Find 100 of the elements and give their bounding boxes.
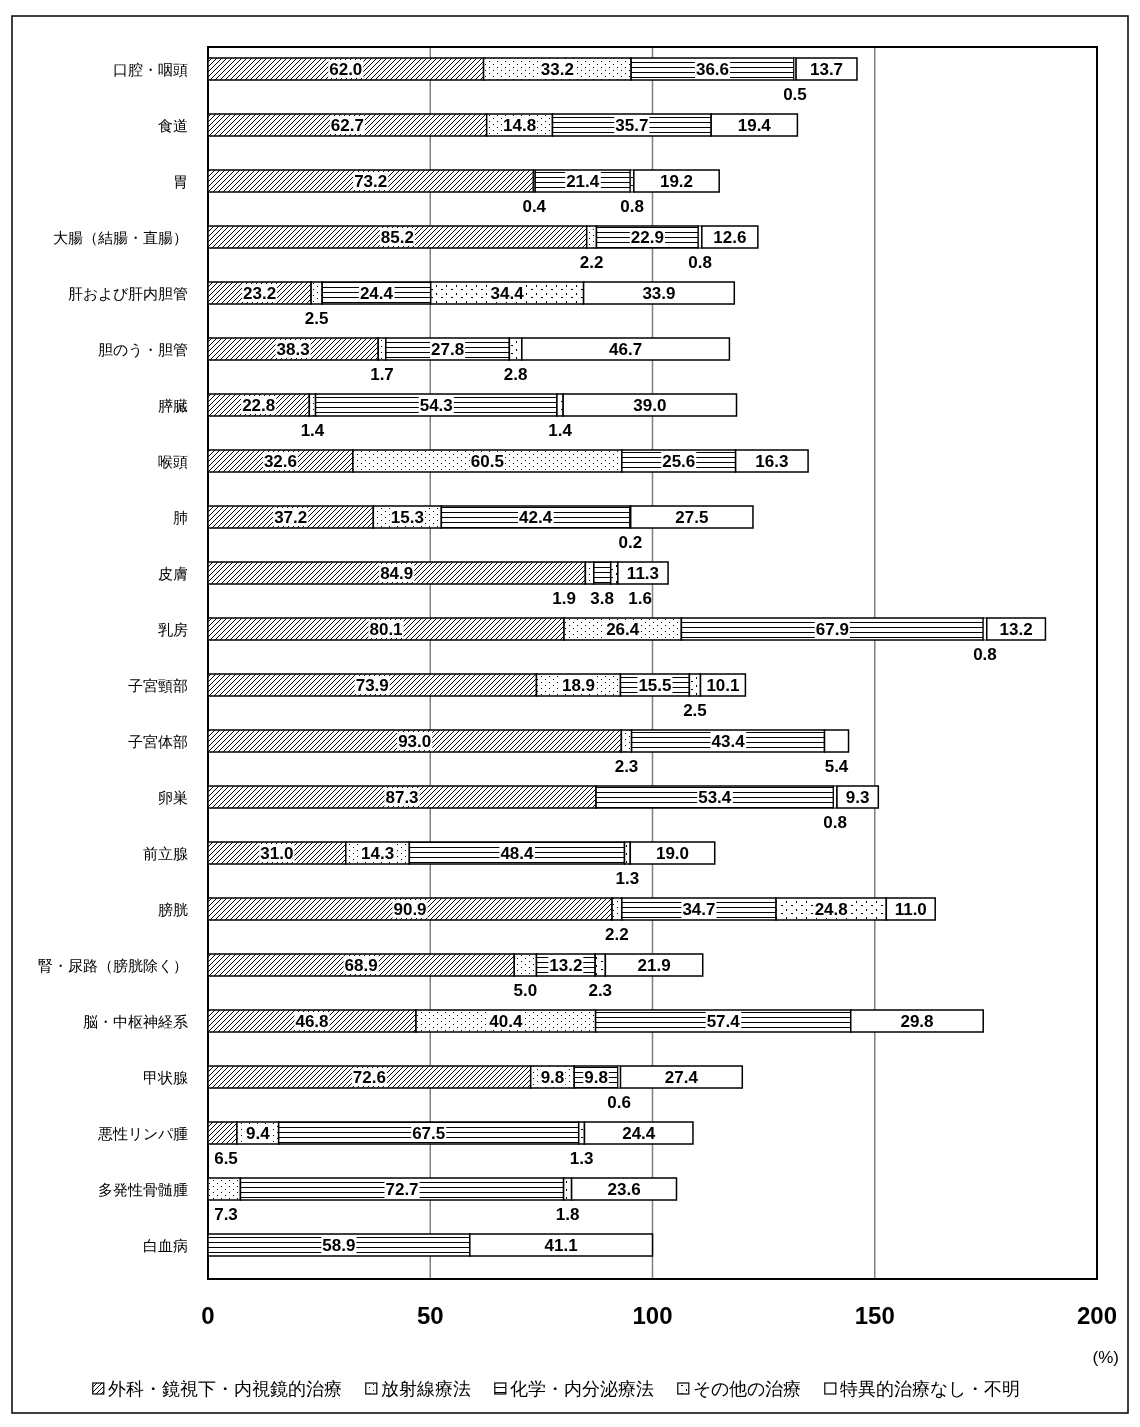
data-label: 26.4 <box>606 620 640 639</box>
data-label: 10.1 <box>706 676 740 695</box>
data-label: 38.3 <box>276 340 310 359</box>
data-label: 24.4 <box>359 284 394 303</box>
data-label: 19.2 <box>659 172 694 191</box>
y-tick-label: 腎・尿路（膀胱除く） <box>38 957 188 974</box>
data-label: 13.2 <box>999 620 1033 639</box>
data-label: 2.3 <box>614 757 639 776</box>
y-tick-label: 膵臓 <box>158 397 188 414</box>
data-label: 0.8 <box>973 645 997 664</box>
data-label: 27.4 <box>664 1068 699 1087</box>
y-tick-label: 喉頭 <box>158 453 188 470</box>
data-label: 25.6 <box>662 452 696 471</box>
data-label: 11.3 <box>626 564 660 583</box>
y-tick-label: 前立腺 <box>143 845 188 862</box>
data-label: 27.8 <box>431 340 465 359</box>
data-label: 2.2 <box>579 253 604 272</box>
data-label: 43.4 <box>711 732 746 751</box>
y-tick-label: 胃 <box>173 173 188 190</box>
data-label: 84.9 <box>380 564 414 583</box>
data-label: 87.3 <box>385 788 419 807</box>
data-label: 31.0 <box>260 844 294 863</box>
data-label: 0.5 <box>783 85 807 104</box>
data-label: 57.4 <box>706 1012 741 1031</box>
y-tick-label: 脳・中枢神経系 <box>83 1013 188 1030</box>
y-tick-label: 白血病 <box>143 1237 188 1254</box>
legend-label: 外科・鏡視下・内視鏡的治療 <box>107 1379 342 1399</box>
data-label: 48.4 <box>500 844 535 863</box>
data-label: 23.6 <box>607 1180 641 1199</box>
data-label: 29.8 <box>900 1012 934 1031</box>
data-label: 13.2 <box>549 956 583 975</box>
data-label: 5.4 <box>824 757 849 776</box>
y-tick-label: 多発性骨髄腫 <box>98 1181 188 1198</box>
data-label: 18.9 <box>561 676 596 695</box>
y-tick-label: 子宮体部 <box>128 733 188 750</box>
data-label: 14.3 <box>361 844 395 863</box>
y-tick-label: 膀胱 <box>158 901 188 918</box>
data-label: 11.0 <box>894 900 927 919</box>
data-label: 35.7 <box>615 116 649 135</box>
data-label: 19.0 <box>655 844 690 863</box>
data-label: 14.8 <box>503 116 537 135</box>
data-label: 22.8 <box>242 396 276 415</box>
data-label: 3.8 <box>590 589 614 608</box>
y-tick-label: 卵巣 <box>158 789 188 806</box>
data-label: 72.6 <box>352 1068 386 1087</box>
y-tick-label: 肺 <box>173 509 188 526</box>
y-tick-label: 胆のう・胆管 <box>98 341 188 358</box>
data-label: 24.4 <box>622 1124 656 1143</box>
data-label: 33.9 <box>642 284 676 303</box>
data-label: 54.3 <box>419 396 453 415</box>
data-label: 0.8 <box>688 253 712 272</box>
data-label: 67.9 <box>815 620 849 639</box>
data-label: 1.6 <box>628 589 652 608</box>
data-label: 1.3 <box>615 869 640 888</box>
data-label: 19.4 <box>737 116 772 135</box>
data-label: 1.9 <box>552 589 576 608</box>
data-label: 6.5 <box>214 1149 238 1168</box>
data-label: 15.5 <box>638 676 672 695</box>
data-label: 41.1 <box>544 1236 578 1255</box>
data-label: 9.8 <box>540 1068 565 1087</box>
data-label: 2.8 <box>503 365 528 384</box>
legend-label: 放射線療法 <box>380 1379 471 1399</box>
data-label: 42.4 <box>519 508 553 527</box>
data-label: 62.7 <box>330 116 364 135</box>
data-label: 16.3 <box>755 452 789 471</box>
data-label: 46.8 <box>295 1012 329 1031</box>
data-label: 73.9 <box>355 676 389 695</box>
data-label: 37.2 <box>274 508 308 527</box>
data-label: 1.4 <box>548 421 573 440</box>
data-label: 39.0 <box>633 396 667 415</box>
data-label: 67.5 <box>412 1124 446 1143</box>
data-label: 1.4 <box>300 421 325 440</box>
data-label: 22.9 <box>630 228 664 247</box>
data-label: 1.7 <box>370 365 394 384</box>
data-label: 68.9 <box>344 956 378 975</box>
data-label: 0.8 <box>620 197 644 216</box>
data-label: 58.9 <box>322 1236 356 1255</box>
y-tick-label: 大腸（結腸・直腸） <box>53 229 188 246</box>
y-tick-label: 口腔・咽頭 <box>113 61 188 78</box>
data-label: 40.4 <box>489 1012 523 1031</box>
data-label: 2.5 <box>683 701 707 720</box>
data-label: 33.2 <box>540 60 574 79</box>
data-label: 85.2 <box>380 228 414 247</box>
data-label: 32.6 <box>263 452 297 471</box>
data-label: 90.9 <box>393 900 427 919</box>
data-label: 21.4 <box>566 172 600 191</box>
y-tick-label: 乳房 <box>158 621 188 638</box>
data-label: 23.2 <box>243 284 277 303</box>
data-label: 60.5 <box>470 452 504 471</box>
data-label: 80.1 <box>369 620 403 639</box>
data-label: 2.2 <box>605 925 629 944</box>
data-label: 62.0 <box>329 60 363 79</box>
legend-label: 化学・内分泌療法 <box>509 1379 654 1399</box>
data-label: 12.6 <box>713 228 747 247</box>
data-label: 72.7 <box>385 1180 419 1199</box>
data-label: 27.5 <box>675 508 709 527</box>
text: (%) <box>1092 1348 1119 1367</box>
data-label: 2.3 <box>588 981 613 1000</box>
data-label: 1.8 <box>555 1205 580 1224</box>
x-tick-label: 200 <box>1076 1302 1118 1329</box>
